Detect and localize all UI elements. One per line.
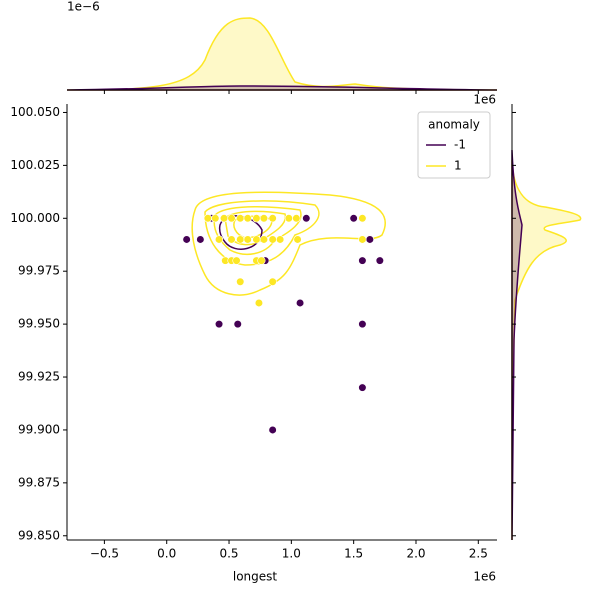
point <box>358 256 367 265</box>
point <box>203 214 212 223</box>
point <box>252 235 261 244</box>
y-tick-label: 100.050 <box>10 105 60 119</box>
y-tick-label: 100.000 <box>10 211 60 225</box>
top-marginal <box>66 17 498 91</box>
point <box>259 235 269 244</box>
legend-label: 1 <box>454 159 462 173</box>
y-tick-label: 99.875 <box>18 475 60 489</box>
y-tick-label: 99.900 <box>18 422 60 436</box>
point <box>196 235 205 244</box>
right-marginal <box>511 104 582 541</box>
x-tick-label: 2.5 <box>469 547 488 561</box>
point <box>236 235 245 244</box>
point <box>227 235 236 244</box>
point <box>276 235 285 244</box>
legend-label: -1 <box>454 138 466 152</box>
point <box>254 298 264 308</box>
point <box>268 235 277 244</box>
point <box>358 320 367 329</box>
point <box>292 214 301 223</box>
y-tick-label: 100.025 <box>10 158 60 172</box>
marginal-offset: 1e−6 <box>67 0 100 14</box>
point <box>302 214 311 223</box>
x-tick-label: 1.0 <box>282 547 301 561</box>
point <box>268 425 277 435</box>
point <box>293 235 302 244</box>
y-tick-label: 99.975 <box>18 264 60 278</box>
legend-title: anomaly <box>428 118 480 132</box>
point <box>236 277 245 286</box>
point <box>227 214 236 223</box>
point <box>295 298 305 308</box>
point <box>257 256 266 265</box>
legend-box <box>417 111 491 179</box>
x-offset: 1e6 <box>473 570 496 584</box>
x-tick-label: 1.5 <box>344 547 363 561</box>
point <box>259 214 269 223</box>
point <box>232 256 241 265</box>
point <box>236 214 245 223</box>
point <box>268 214 277 223</box>
y-tick-label: 99.950 <box>18 317 60 331</box>
point <box>214 235 224 244</box>
point <box>358 214 367 223</box>
point <box>182 235 191 244</box>
x-tick-label: −0.5 <box>90 547 119 561</box>
point <box>243 214 252 223</box>
point <box>375 256 384 265</box>
x-tick-label: 0.5 <box>219 547 238 561</box>
point <box>284 214 293 223</box>
point <box>358 235 367 244</box>
point <box>219 214 229 223</box>
point <box>268 277 277 286</box>
point <box>252 214 261 223</box>
point <box>214 320 224 329</box>
y-tick-label: 99.850 <box>18 528 60 542</box>
point <box>233 320 242 329</box>
x-axis-label: longest <box>233 570 278 584</box>
x-tick-label: 2.0 <box>406 547 425 561</box>
kde-contours <box>191 191 386 296</box>
point <box>349 214 358 223</box>
point <box>243 235 252 244</box>
y-tick-label: 99.925 <box>18 370 60 384</box>
point <box>211 214 220 223</box>
x-tick-label: 0.0 <box>157 547 176 561</box>
point <box>358 383 367 392</box>
y-offset: 1e6 <box>473 93 496 107</box>
point <box>365 235 374 244</box>
